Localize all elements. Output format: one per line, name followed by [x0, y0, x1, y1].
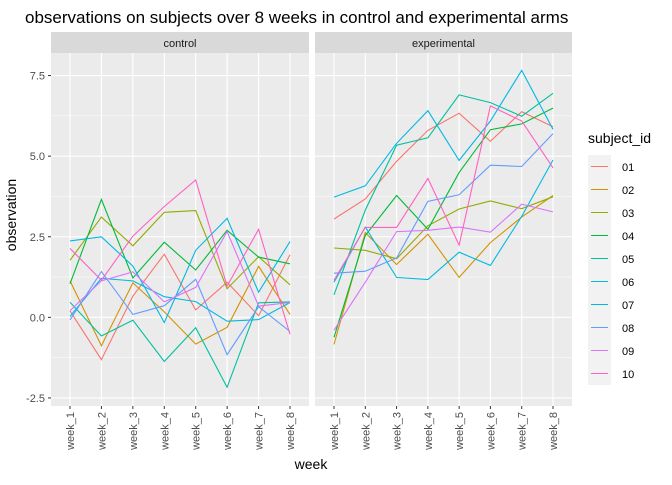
legend-item-05: 05: [588, 247, 634, 270]
series-line-experimental-09: [333, 203, 554, 331]
facet-panels: control week_1 week_2 week_3 week_4 week_5 wee…: [51, 32, 572, 451]
legend-item-06: 06: [588, 270, 634, 293]
legend-item-04: 04: [588, 224, 634, 247]
y-axis-title: observation: [3, 179, 19, 251]
series-line-control-09: [69, 230, 291, 311]
series-line-control-04: [69, 197, 291, 284]
x-tick-label: week_2: [360, 412, 372, 451]
legend-label: 07: [622, 300, 634, 312]
legend-item-01: 01: [588, 155, 634, 178]
series-line-experimental-06: [333, 69, 554, 198]
x-tick-label: week_4: [159, 412, 171, 451]
legend-label: 03: [622, 208, 634, 220]
y-tick-label: 7.5: [30, 71, 45, 83]
legend-item-09: 09: [588, 339, 634, 362]
series-line-control-03: [69, 210, 291, 290]
x-tick-label: week_6: [222, 412, 234, 451]
series-line-experimental-02: [333, 195, 554, 345]
legend-label: 10: [622, 369, 634, 381]
legend-label: 05: [622, 254, 634, 266]
x-axis-title: week: [294, 456, 329, 472]
series-line-control-02: [69, 265, 291, 347]
series-line-experimental-10: [333, 105, 554, 281]
legend-item-02: 02: [588, 178, 634, 201]
facet-strip: [315, 32, 572, 53]
x-tick-label: week_1: [65, 412, 77, 451]
x-tick-label: week_2: [96, 412, 108, 451]
x-tick-label: week_3: [128, 412, 140, 451]
x-tick-label: week_6: [485, 412, 497, 451]
x-tick-label: week_7: [517, 412, 529, 451]
series-line-experimental-01: [333, 111, 554, 220]
x-tick-label: week_7: [254, 412, 266, 451]
panel-background: [315, 53, 572, 406]
legend: subject_id 01 02 03 04 05 06 07 08 09 10: [588, 130, 651, 385]
series-line-experimental-05: [333, 92, 554, 295]
legend-label: 02: [622, 185, 634, 197]
legend-label: 04: [622, 231, 634, 243]
y-tick-label: 0.0: [30, 312, 45, 324]
y-tick-label: 2.5: [30, 232, 45, 244]
facet-strip: [51, 32, 309, 53]
legend-item-10: 10: [588, 362, 634, 385]
series-line-experimental-04: [333, 107, 554, 338]
series-line-control-10: [69, 179, 291, 335]
facet-panel-control: control week_1 week_2 week_3 week_4 week_5 wee…: [51, 32, 309, 451]
legend-label: 01: [622, 162, 634, 174]
series-line-control-01: [69, 253, 291, 361]
facet-strip-label: experimental: [412, 38, 475, 50]
y-axis: -2.5 0.0 2.5 5.0 7.5: [26, 71, 51, 405]
x-tick-label: week_8: [548, 412, 560, 451]
legend-label: 08: [622, 323, 634, 335]
series-line-control-06: [69, 217, 291, 324]
series-line-control-05: [69, 301, 291, 389]
legend-item-07: 07: [588, 293, 634, 316]
x-tick-label: week_5: [191, 412, 203, 451]
facet-panel-experimental: experimental week_1 week_2 week_3 week_4 week…: [315, 32, 572, 451]
legend-title: subject_id: [588, 130, 651, 146]
x-tick-label: week_4: [423, 412, 435, 451]
x-tick-label: week_1: [329, 412, 341, 451]
y-tick-label: 5.0: [30, 151, 45, 163]
legend-item-08: 08: [588, 316, 634, 339]
series-line-experimental-08: [333, 133, 554, 274]
series-line-experimental-07: [333, 159, 554, 283]
x-tick-label: week_8: [285, 412, 297, 451]
x-tick-label: week_5: [454, 412, 466, 451]
y-tick-label: -2.5: [26, 393, 45, 405]
facet-strip-label: control: [163, 38, 196, 50]
legend-items: 01 02 03 04 05 06 07 08 09 10: [588, 155, 634, 385]
series-line-control-08: [69, 270, 291, 356]
legend-item-03: 03: [588, 201, 634, 224]
legend-label: 09: [622, 346, 634, 358]
series-line-experimental-03: [333, 196, 554, 260]
legend-label: 06: [622, 277, 634, 289]
x-tick-label: week_3: [392, 412, 404, 451]
chart-title: observations on subjects over 8 weeks in…: [25, 8, 568, 27]
